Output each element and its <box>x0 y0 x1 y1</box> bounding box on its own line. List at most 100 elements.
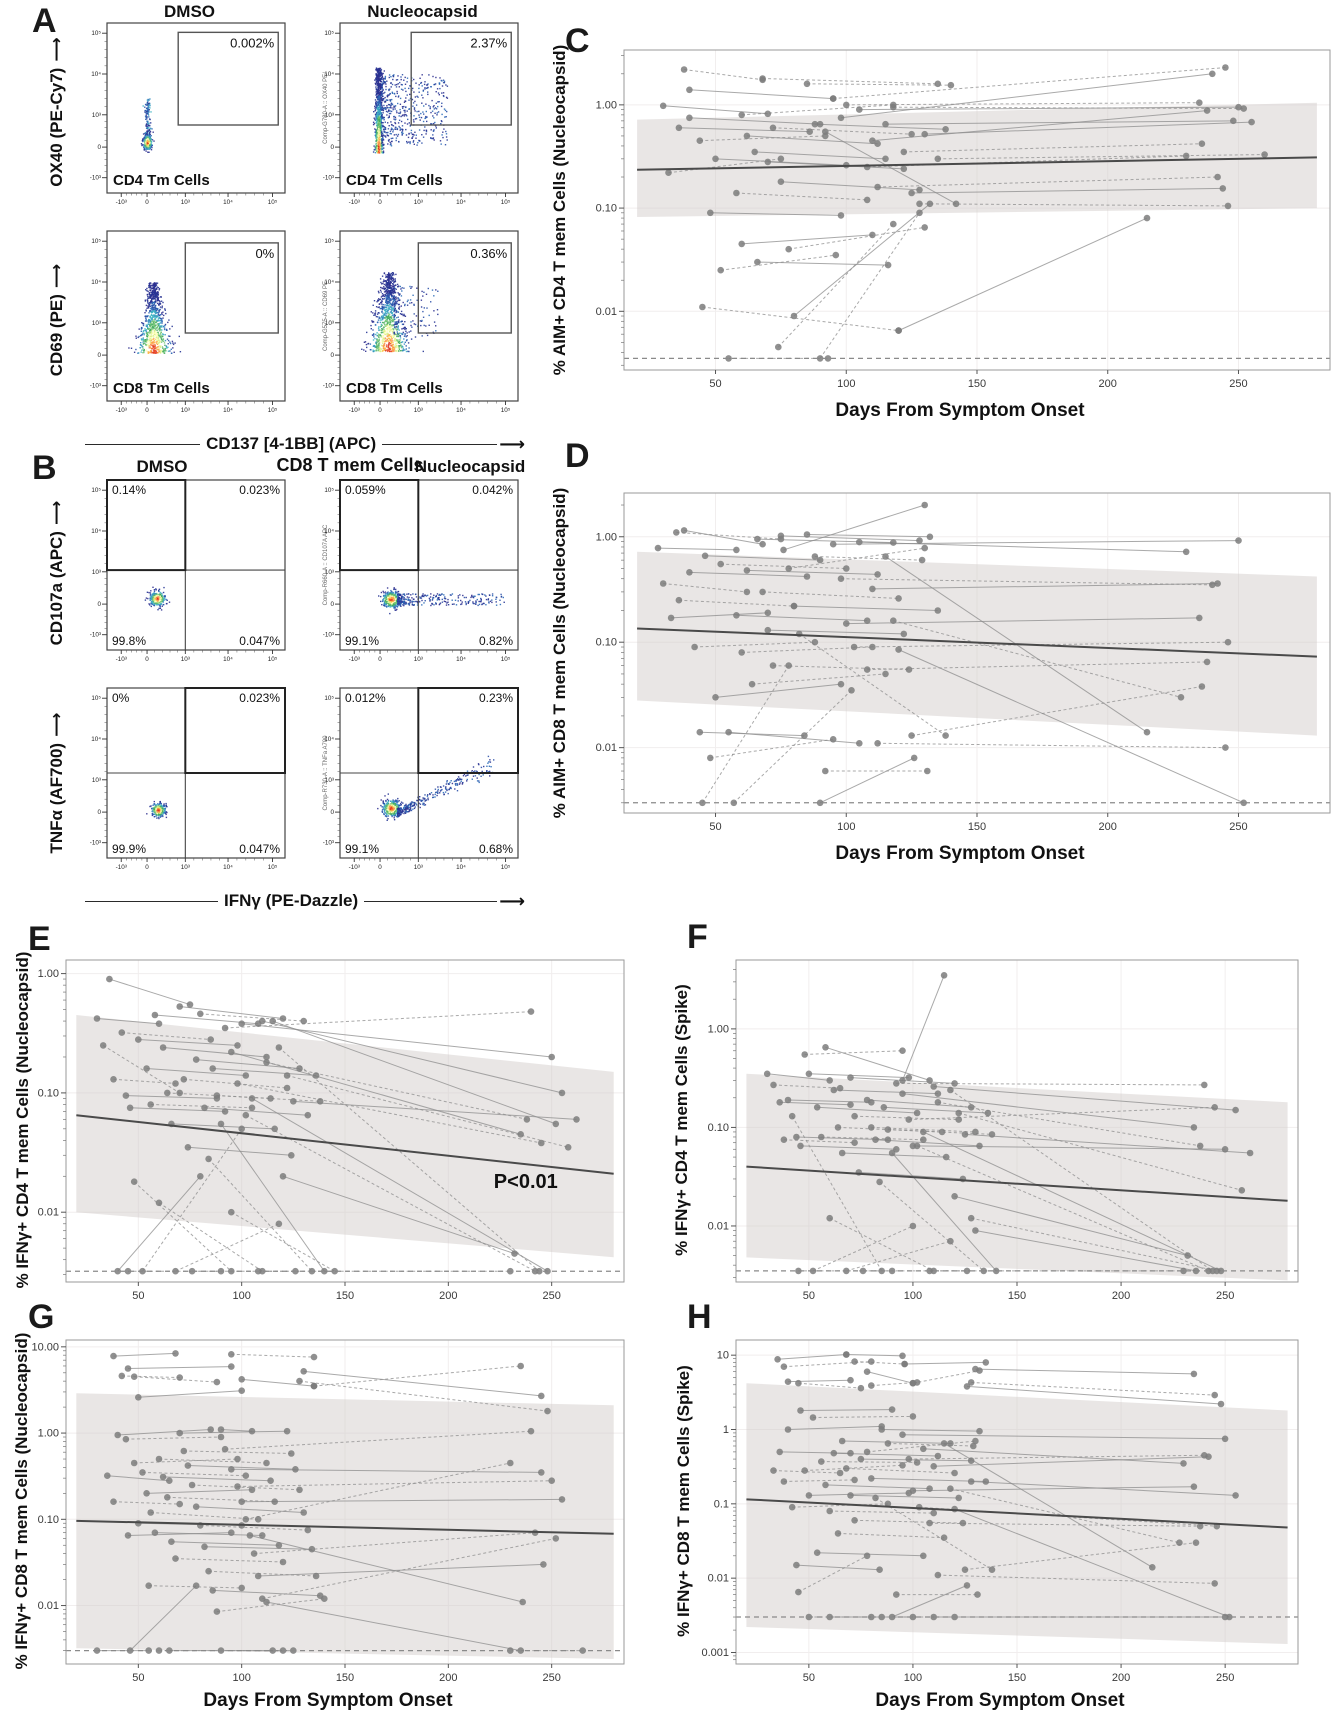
svg-text:0: 0 <box>97 601 101 608</box>
svg-text:10³: 10³ <box>92 569 101 576</box>
svg-text:10⁵: 10⁵ <box>324 487 334 494</box>
axis-line <box>85 900 219 902</box>
regression-line <box>76 1519 614 1535</box>
points-layer <box>93 1350 586 1654</box>
svg-text:10³: 10³ <box>414 199 423 206</box>
regression-line <box>637 156 1317 171</box>
flow-plot-cd4-nucleocapsid: 10⁵ 10⁴ 10³ 0 -10³ -10³ 0 10³ 10⁴ 10⁵ 2.37% CD4 Tm … <box>323 22 519 206</box>
svg-text:-10³: -10³ <box>349 199 360 206</box>
svg-text:0: 0 <box>378 199 382 206</box>
regression-line <box>637 627 1317 658</box>
panel-c-y-axis-label: % AIM+ CD4 T mem Cells (Nucleocapsid) <box>550 44 569 376</box>
confidence-band <box>76 1015 614 1258</box>
svg-text:10⁴: 10⁴ <box>324 279 334 286</box>
flow-plot-cd107a-nucleocapsid: 10⁵ 10⁴ 10³ 0 -10³ -10³ 0 10³ 10⁴ 10⁵ 0.059% 0.042%… <box>323 479 519 663</box>
panel-a-x-axis: CD137 [4-1BB] (APC) ⟶ <box>85 434 525 454</box>
panel-h: H % IFNγ+ CD8 T mem Cells (Spike) 50 100 1… <box>672 1300 1334 1717</box>
comp-axis-caption: Comp-R660-A :: CD107A APC <box>323 524 329 605</box>
flow-plot-cd4-dmso: 10⁵ 10⁴ 10³ 0 -10³ -10³ 0 10³ 10⁴ 10⁵ 0.002% CD4 Tm… <box>90 22 286 206</box>
panel-d-letter: D <box>565 437 590 475</box>
cell-population-label: CD4 Tm Cells <box>346 172 443 189</box>
svg-text:0: 0 <box>97 144 101 151</box>
regression-line <box>76 1114 614 1175</box>
quadrant-gate <box>339 479 420 572</box>
flow-dot-cluster <box>372 67 449 154</box>
quadrant-gate <box>106 479 187 572</box>
cell-population-label: CD4 Tm Cells <box>113 172 210 189</box>
svg-text:-10³: -10³ <box>323 632 334 639</box>
svg-text:-10³: -10³ <box>116 656 127 663</box>
svg-text:0: 0 <box>330 352 334 359</box>
panel-d-x-axis-label: Days From Symptom Onset <box>835 843 1085 864</box>
axis-line <box>85 443 201 445</box>
gate-rect <box>177 31 279 126</box>
flow-plot-group <box>339 22 519 194</box>
svg-text:-10³: -10³ <box>90 175 101 182</box>
points-layer <box>770 1351 1239 1621</box>
gate-percentage: 0.36% <box>470 246 507 261</box>
points-layer <box>93 975 580 1275</box>
flow-axis-ticks: 10⁵ 10⁴ 10³ 0 -10³ -10³ 0 10³ 10⁴ 10⁵ <box>323 30 511 206</box>
svg-text:-10³: -10³ <box>349 656 360 663</box>
svg-text:10⁴: 10⁴ <box>456 407 466 414</box>
svg-text:10³: 10³ <box>325 569 334 576</box>
svg-text:0: 0 <box>145 407 149 414</box>
panel-h-letter: H <box>687 1298 712 1336</box>
panel-b-letter: B <box>32 449 57 487</box>
svg-text:0: 0 <box>145 656 149 663</box>
quadrant-percentage: 0.059% <box>345 483 386 497</box>
flow-dot-cluster <box>378 587 505 615</box>
regression-line <box>746 1498 1288 1529</box>
panel-d: D % AIM+ CD8 T mem Cells (Nucleocapsid) … <box>535 437 1339 871</box>
quadrant-gate <box>417 687 519 774</box>
panel-f-letter: F <box>687 918 708 956</box>
svg-text:0: 0 <box>97 352 101 359</box>
svg-text:10⁵: 10⁵ <box>501 199 511 206</box>
comp-axis-caption: Comp-R730-A :: TNFa A700 <box>323 735 329 811</box>
svg-text:10³: 10³ <box>325 320 334 327</box>
up-arrow-icon: ⟶ <box>47 37 66 62</box>
flow-plot-group <box>106 22 286 194</box>
quadrant-percentage: 0% <box>112 691 130 705</box>
flow-dot-cluster <box>128 282 182 354</box>
gate-rect <box>410 31 512 126</box>
flow-plot-cd107a-dmso: 10⁵ 10⁴ 10³ 0 -10³ -10³ 0 10³ 10⁴ 10⁵ 0.14% 0.023% 9… <box>90 479 286 663</box>
flow-dot-cluster <box>144 586 171 611</box>
svg-text:10⁵: 10⁵ <box>501 407 511 414</box>
panel-b-row2-y-axis-label: TNFα (AF700) ⟶ <box>47 698 67 868</box>
svg-text:10³: 10³ <box>92 112 101 119</box>
confidence-band <box>746 1073 1288 1281</box>
flow-plot-cd8-nucleocapsid: 10⁵ 10⁴ 10³ 0 -10³ -10³ 0 10³ 10⁴ 10⁵ 0.36% CD8 Tm … <box>323 230 519 414</box>
up-arrow-icon: ⟶ <box>47 263 66 289</box>
gate-percentage: 0% <box>255 246 274 261</box>
panel-b-header-nucleocapsid: Nucleocapsid <box>414 457 526 476</box>
up-arrow-icon: ⟶ <box>47 500 66 526</box>
svg-text:0: 0 <box>330 144 334 151</box>
quadrant-percentage: 0.023% <box>239 483 280 497</box>
svg-text:10³: 10³ <box>181 407 190 414</box>
flow-plot-group <box>106 479 286 651</box>
y-axis-text: CD69 (PE) <box>47 294 66 377</box>
panel-h-y-axis-label: % IFNγ+ CD8 T mem Cells (Spike) <box>674 1365 693 1637</box>
svg-text:10⁴: 10⁴ <box>91 528 101 535</box>
svg-text:10⁴: 10⁴ <box>456 199 466 206</box>
quadrant-percentage: 99.1% <box>345 634 379 648</box>
panel-b: B DMSO CD8 T mem Cells Nucleocapsid CD10… <box>30 451 535 910</box>
svg-text:10⁵: 10⁵ <box>91 30 101 37</box>
quadrant-percentage: 0.047% <box>239 634 280 648</box>
svg-text:10⁵: 10⁵ <box>91 487 101 494</box>
svg-text:-10³: -10³ <box>90 632 101 639</box>
gate-percentage: 0.002% <box>230 35 275 50</box>
quadrant-percentage: 99.8% <box>112 634 146 648</box>
svg-text:10⁵: 10⁵ <box>268 656 278 663</box>
gate-rect <box>417 242 512 334</box>
